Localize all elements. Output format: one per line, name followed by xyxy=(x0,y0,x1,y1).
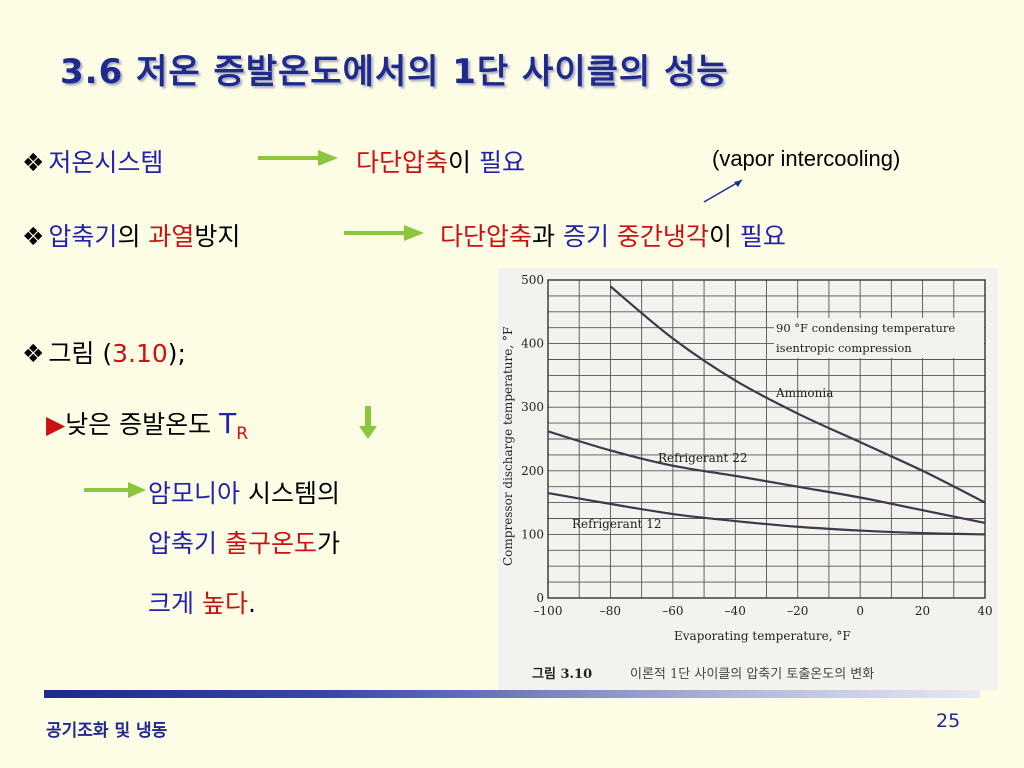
y-axis-label: Compressor discharge temperature, °F xyxy=(501,327,515,566)
x-tick-label: –80 xyxy=(600,604,621,618)
figure-caption-label: 그림 3.10 xyxy=(532,667,592,682)
text-superheat: 과열 xyxy=(148,222,195,251)
footer-divider xyxy=(44,690,980,698)
text-intercooling: 중간냉각 xyxy=(616,222,709,251)
series-label-ammonia: Ammonia xyxy=(775,386,833,400)
diamond-bullet-icon: ❖ xyxy=(22,222,45,251)
diamond-bullet-icon: ❖ xyxy=(22,148,45,177)
annotation-bg xyxy=(774,318,984,358)
text-particle: 이 xyxy=(708,222,740,251)
chart-lines xyxy=(547,285,986,536)
text-required: 필요 xyxy=(478,148,525,177)
x-tick-label: –100 xyxy=(534,604,563,618)
text-period: . xyxy=(247,589,256,618)
text-compressor: 압축기 xyxy=(48,222,118,251)
right-arrow-icon xyxy=(258,150,338,166)
play-bullet-icon: ▶ xyxy=(46,410,66,439)
result-line-1: 암모니아 시스템의 xyxy=(148,474,340,510)
text-outlet-temp: 출구온도 xyxy=(224,529,317,558)
text-compressor: 압축기 xyxy=(148,529,225,558)
text-multistage: 다단압축 xyxy=(440,222,533,251)
figure-caption-text: 이론적 1단 사이클의 압축기 토출온도의 변화 xyxy=(630,667,874,682)
series-line-1 xyxy=(547,430,986,525)
series-line-0 xyxy=(609,285,986,504)
series-line-2 xyxy=(547,491,986,536)
text-particle: 이 xyxy=(448,148,479,177)
text-ammonia: 암모니아 xyxy=(148,479,241,508)
text-of: 의 xyxy=(117,222,149,251)
x-axis-label: Evaporating temperature, °F xyxy=(674,629,851,643)
text-high: 높다 xyxy=(201,589,248,618)
series-label-r12: Refrigerant 12 xyxy=(572,517,661,531)
x-tick-label: 20 xyxy=(915,604,930,618)
page-number: 25 xyxy=(936,710,961,732)
right-arrow-icon xyxy=(84,482,146,498)
text-figure-number: 3.10 xyxy=(112,339,168,368)
text-T: T xyxy=(219,407,237,440)
text-R: R xyxy=(236,424,249,444)
text-figure: 그림 ( xyxy=(48,339,113,368)
x-tick-label: –40 xyxy=(725,604,746,618)
down-arrow-icon xyxy=(359,406,377,439)
text-required: 필요 xyxy=(739,222,786,251)
sub-bullet-line: ▶낮은 증발온도 TR xyxy=(46,405,248,444)
text-system: 시스템의 xyxy=(240,479,340,508)
x-tick-label: 40 xyxy=(977,604,992,618)
pointer-arrow-icon xyxy=(703,179,743,203)
bullet-line-2: ❖ 압축기의 과열방지 xyxy=(22,217,240,253)
course-title: 공기조화 및 냉동 xyxy=(46,721,168,741)
text-greatly: 크게 xyxy=(148,589,202,618)
text-particle: 가 xyxy=(316,529,340,558)
y-tick-label: 200 xyxy=(521,464,544,478)
figure-panel: –100 –80 –60 –40 –20 0 20 40 0 100 200 300 400 500 Co… xyxy=(498,268,998,690)
text-low-temp-system: 저온시스템 xyxy=(48,148,164,177)
text-low-evap-temp: 낮은 증발온도 xyxy=(65,410,220,439)
diamond-bullet-icon: ❖ xyxy=(22,339,45,368)
text-multistage: 다단압축 xyxy=(356,148,449,177)
line-2-result: 다단압축과 증기 중간냉각이 필요 xyxy=(440,217,786,253)
vapor-intercooling-note: (vapor intercooling) xyxy=(712,146,901,171)
result-line-2: 압축기 출구온도가 xyxy=(148,524,340,560)
x-tick-label: –20 xyxy=(787,604,808,618)
text-close: ); xyxy=(167,339,186,368)
annotation-condensing: 90 °F condensing temperature xyxy=(776,321,955,335)
slide-title: 3.6 저온 증발온도에서의 1단 사이클의 성능 xyxy=(60,52,729,92)
y-tick-label: 500 xyxy=(521,273,544,287)
result-line-3: 크게 높다. xyxy=(148,584,256,620)
bullet-line-1: ❖ 저온시스템 xyxy=(22,143,163,179)
annotation-isentropic: isentropic compression xyxy=(776,341,912,355)
bullet-line-3: ❖ 그림 (3.10); xyxy=(22,334,186,370)
y-tick-label: 300 xyxy=(521,400,544,414)
line-1-result: 다단압축이 필요 xyxy=(356,143,525,179)
plot-frame xyxy=(547,279,986,599)
text-vapor: 증기 xyxy=(562,222,617,251)
right-arrow-icon xyxy=(344,225,424,241)
text-prevention: 방지 xyxy=(194,222,241,251)
y-tick-label: 100 xyxy=(521,527,544,541)
x-tick-label: 0 xyxy=(856,604,864,618)
y-tick-label: 0 xyxy=(536,591,544,605)
y-tick-label: 400 xyxy=(521,337,544,351)
text-and: 과 xyxy=(532,222,563,251)
series-label-r22: Refrigerant 22 xyxy=(658,451,747,465)
x-tick-label: –60 xyxy=(662,604,683,618)
